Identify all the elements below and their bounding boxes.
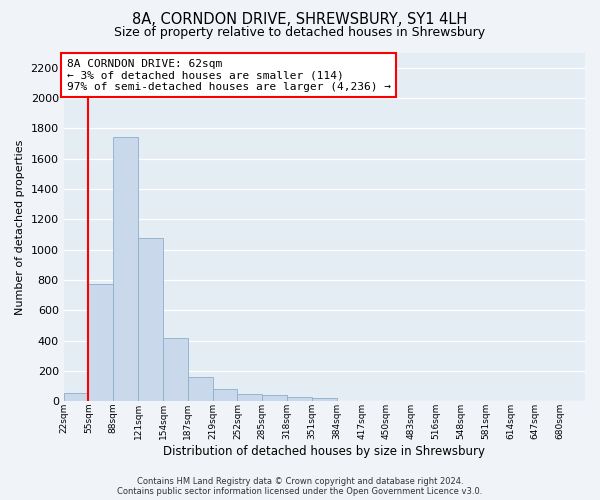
Text: 8A, CORNDON DRIVE, SHREWSBURY, SY1 4LH: 8A, CORNDON DRIVE, SHREWSBURY, SY1 4LH — [133, 12, 467, 28]
Bar — [88, 284, 113, 401]
Bar — [212, 389, 238, 401]
Y-axis label: Number of detached properties: Number of detached properties — [15, 139, 25, 314]
Text: 8A CORNDON DRIVE: 62sqm
← 3% of detached houses are smaller (114)
97% of semi-de: 8A CORNDON DRIVE: 62sqm ← 3% of detached… — [67, 58, 391, 92]
Bar — [188, 377, 212, 401]
Bar — [64, 393, 88, 401]
Bar — [262, 395, 287, 401]
Bar — [163, 338, 188, 401]
Bar — [138, 238, 163, 401]
Bar — [287, 396, 312, 401]
Bar — [238, 394, 262, 401]
X-axis label: Distribution of detached houses by size in Shrewsbury: Distribution of detached houses by size … — [163, 444, 485, 458]
Bar — [113, 138, 138, 401]
Bar — [312, 398, 337, 401]
Text: Size of property relative to detached houses in Shrewsbury: Size of property relative to detached ho… — [115, 26, 485, 39]
Text: Contains HM Land Registry data © Crown copyright and database right 2024.
Contai: Contains HM Land Registry data © Crown c… — [118, 476, 482, 496]
